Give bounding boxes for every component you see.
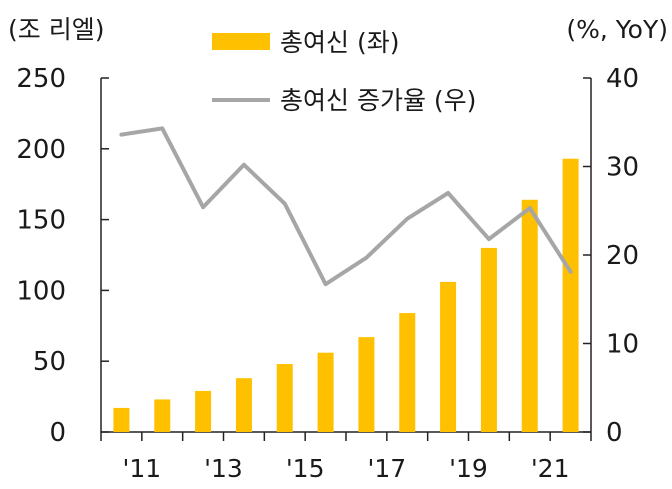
bar <box>480 247 497 432</box>
left-tick-label: 50 <box>33 347 66 377</box>
legend-label-bar: 총여신 (좌) <box>280 28 399 57</box>
x-tick-label: '17 <box>367 454 406 483</box>
legend: 총여신 (좌) 총여신 증가율 (우) <box>212 28 476 115</box>
right-axis-ticks: 0 10 20 30 40 <box>583 64 639 448</box>
left-tick-label: 150 <box>16 206 66 236</box>
axes <box>100 78 592 433</box>
left-axis-unit: (조 리엘) <box>8 15 104 44</box>
left-axis-ticks: 0 50 100 150 200 250 <box>16 64 109 448</box>
bar <box>113 407 130 432</box>
legend-swatch-bar <box>212 33 270 50</box>
bar <box>235 378 252 432</box>
bar <box>195 390 212 432</box>
bar <box>562 158 579 432</box>
growth-rate-line <box>119 126 573 287</box>
left-tick-label: 250 <box>16 64 66 94</box>
x-axis-ticks: '11 '13 '15 '17 '19 '21 <box>100 432 592 483</box>
right-tick-label: 0 <box>606 418 623 448</box>
x-tick-label: '13 <box>204 454 243 483</box>
x-tick-label: '21 <box>531 454 570 483</box>
x-tick-label: '15 <box>286 454 325 483</box>
right-tick-label: 20 <box>606 241 639 271</box>
left-tick-label: 200 <box>16 135 66 165</box>
x-tick-label: '19 <box>449 454 488 483</box>
bar <box>521 199 538 432</box>
bar <box>399 313 416 432</box>
right-tick-label: 10 <box>606 330 639 360</box>
bar-series <box>113 158 579 432</box>
bar <box>317 352 334 432</box>
right-tick-label: 40 <box>606 64 639 94</box>
bar <box>440 281 457 432</box>
line-series <box>119 126 573 287</box>
bar <box>276 364 293 432</box>
x-tick-label: '11 <box>122 454 161 483</box>
bar <box>154 399 171 432</box>
left-tick-label: 0 <box>49 418 66 448</box>
right-tick-label: 30 <box>606 153 639 183</box>
bar <box>358 337 375 432</box>
right-axis-unit: (%, YoY) <box>566 15 668 44</box>
left-tick-label: 100 <box>16 276 66 306</box>
legend-label-line: 총여신 증가율 (우) <box>280 86 476 115</box>
